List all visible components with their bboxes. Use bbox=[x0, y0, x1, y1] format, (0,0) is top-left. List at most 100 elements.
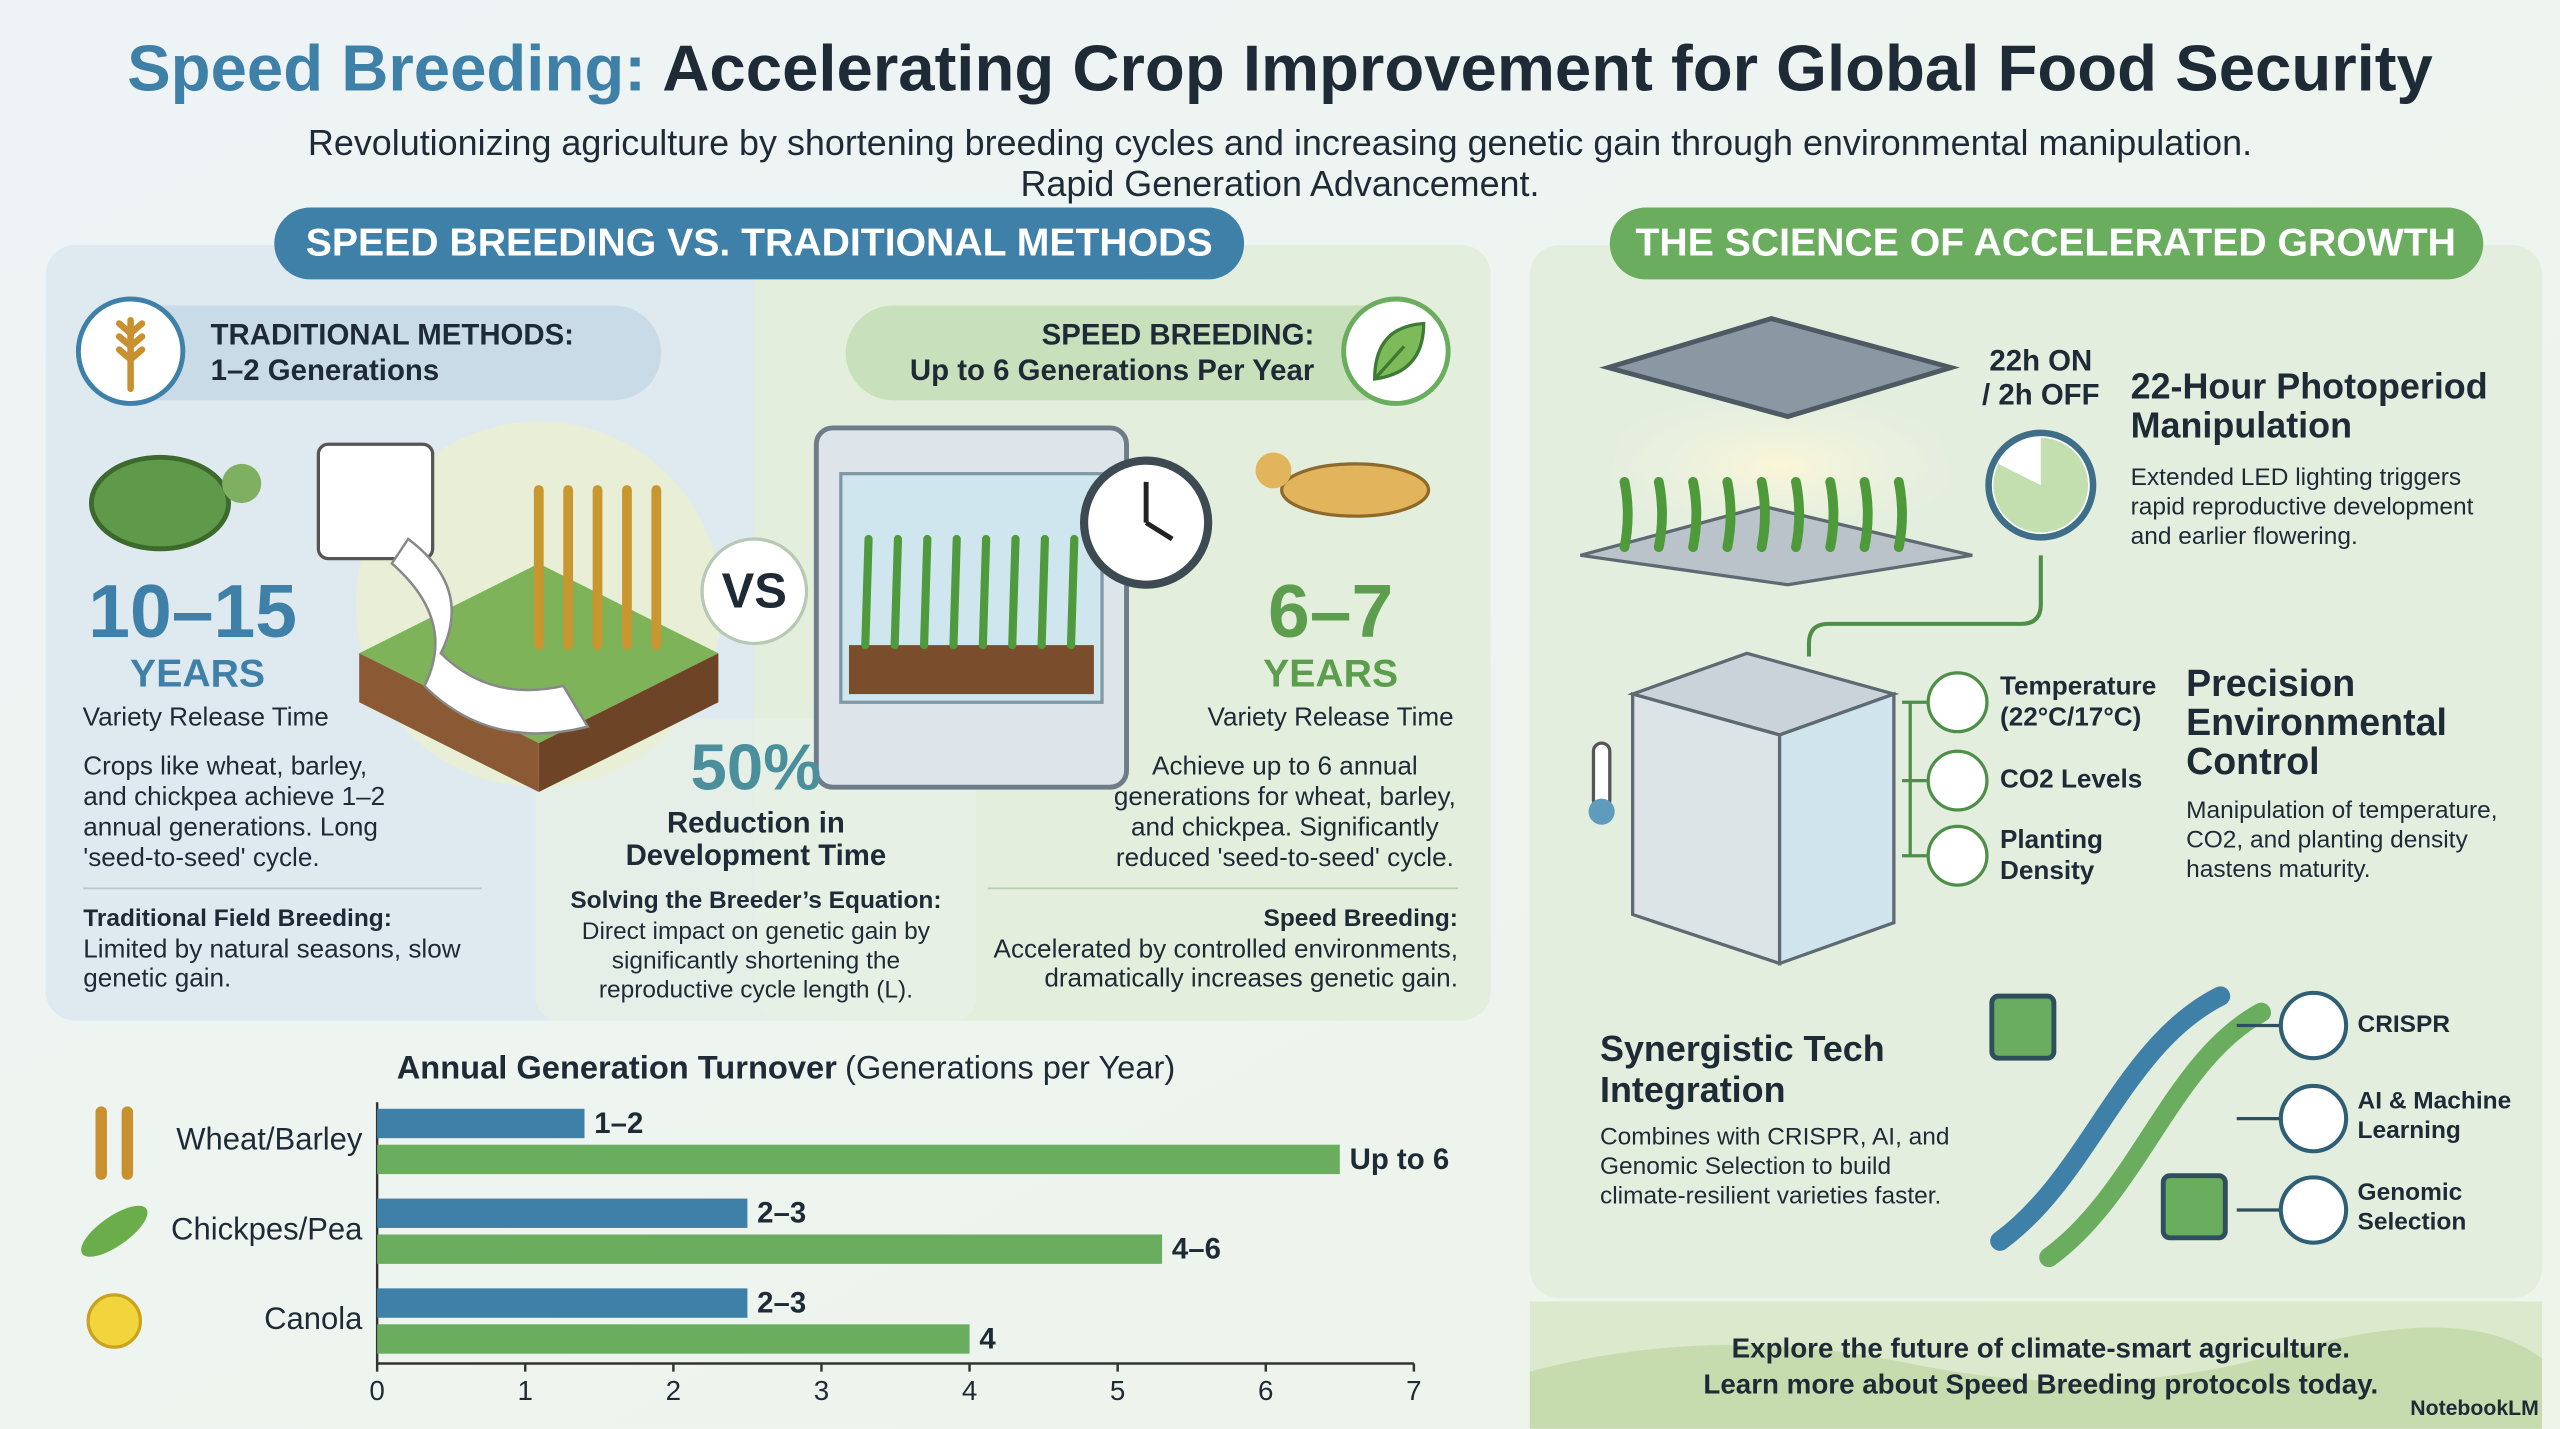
factor-icon bbox=[1926, 824, 1989, 887]
footer-text: Learn more about Speed Breeding protocol… bbox=[1703, 1369, 2378, 1400]
big-number: 10–15 bbox=[88, 569, 297, 653]
value-label: 1–2 bbox=[594, 1107, 643, 1140]
chip bbox=[2160, 1173, 2228, 1241]
feature-text: climate-resilient varieties faster. bbox=[1600, 1182, 1941, 1209]
tool-label: Genomic bbox=[2358, 1179, 2463, 1206]
bar bbox=[377, 1198, 748, 1228]
feature-text: Manipulation of temperature, bbox=[2186, 797, 2497, 824]
seedling bbox=[1008, 534, 1020, 650]
feature-text: hastens maturity. bbox=[2186, 856, 2370, 883]
tool-label: Learning bbox=[2358, 1117, 2461, 1144]
field-soil-right bbox=[538, 653, 719, 793]
badge bbox=[845, 305, 1450, 401]
category-label: Wheat/Barley bbox=[176, 1122, 363, 1157]
turtle-shell bbox=[88, 454, 232, 552]
subtitle: Rapid Generation Advancement. bbox=[1021, 163, 1540, 204]
seedling bbox=[978, 534, 991, 650]
turtle-head bbox=[222, 463, 262, 504]
factor-label: CO2 Levels bbox=[2000, 764, 2142, 794]
footer-hills bbox=[1529, 1327, 2543, 1429]
note-text: reproductive cycle length (L). bbox=[599, 977, 913, 1004]
thermometer-bulb bbox=[1588, 798, 1615, 825]
bar bbox=[377, 1144, 1340, 1175]
seedling bbox=[1825, 476, 1839, 553]
section-heading: THE SCIENCE OF ACCELERATED GROWTH bbox=[1635, 221, 2455, 264]
seedling bbox=[1722, 476, 1736, 553]
chart-title-unit: (Generations per Year) bbox=[845, 1048, 1175, 1085]
feature-title: Synergistic Tech bbox=[1600, 1028, 1885, 1069]
feature-text: rapid reproductive development bbox=[2131, 493, 2474, 520]
x-tick-label: 6 bbox=[1258, 1375, 1273, 1406]
calendar bbox=[316, 442, 435, 561]
dna-strand bbox=[1990, 986, 2231, 1251]
x-tick-label: 4 bbox=[962, 1375, 977, 1406]
body-text: 'seed-to-seed' cycle. bbox=[83, 842, 319, 872]
chart-title: Annual Generation Turnover (Generations p… bbox=[397, 1048, 1175, 1085]
middle-card bbox=[535, 718, 977, 1021]
feature-text: and earlier flowering. bbox=[2131, 523, 2358, 550]
footer-text: Explore the future of climate-smart agri… bbox=[1732, 1333, 2350, 1364]
factor-label: Density bbox=[2000, 855, 2095, 885]
feature-title: Integration bbox=[1600, 1069, 1786, 1110]
note-text: significantly shortening the bbox=[612, 947, 900, 974]
note-text: Accelerated by controlled environments, bbox=[994, 933, 1458, 963]
timer-text: / 2h OFF bbox=[1982, 379, 2100, 412]
brand: NotebookLM bbox=[2410, 1397, 2538, 1420]
bar bbox=[377, 1324, 970, 1354]
vs-circle bbox=[700, 537, 809, 646]
note-text: Limited by natural seasons, slow bbox=[83, 933, 460, 963]
big-number: 6–7 bbox=[1268, 569, 1393, 653]
chart-title-main: Annual Generation Turnover bbox=[397, 1048, 837, 1085]
factor-icon bbox=[1926, 749, 1989, 812]
x-tick-label: 0 bbox=[369, 1375, 384, 1406]
wheat-icon bbox=[95, 1106, 134, 1180]
feature-text: Extended LED lighting triggers bbox=[2131, 464, 2462, 491]
chamber-right bbox=[1777, 691, 1896, 966]
seedling bbox=[1756, 476, 1770, 553]
feature-title: Manipulation bbox=[2131, 404, 2352, 445]
dna-strand bbox=[2039, 1002, 2272, 1268]
connector bbox=[1806, 555, 2043, 657]
cheetah-head bbox=[1255, 452, 1292, 489]
x-tick-label: 7 bbox=[1406, 1375, 1421, 1406]
section-heading: SPEED BREEDING VS. TRADITIONAL METHODS bbox=[306, 221, 1213, 264]
tool-icon bbox=[2278, 1175, 2349, 1245]
flower-icon bbox=[86, 1293, 143, 1349]
big-label: Development Time bbox=[626, 839, 887, 872]
caption: Variety Release Time bbox=[83, 701, 329, 731]
body-text: and chickpea achieve 1–2 bbox=[83, 781, 385, 811]
clock-wedge bbox=[1993, 437, 2089, 533]
field-soil-left bbox=[359, 653, 539, 793]
seedling bbox=[1066, 534, 1079, 650]
note-text: dramatically increases genetic gain. bbox=[1044, 963, 1458, 993]
seedling bbox=[1037, 534, 1049, 650]
bracket bbox=[1902, 700, 1927, 858]
badge-text: Up to 6 Generations Per Year bbox=[910, 354, 1314, 387]
feature-title: Control bbox=[2186, 740, 2319, 782]
big-label: Reduction in bbox=[667, 806, 845, 839]
page-title: Speed Breeding: Accelerating Crop Improve… bbox=[127, 32, 2433, 105]
leaf-icon bbox=[1373, 321, 1426, 381]
cheetah bbox=[1280, 462, 1431, 518]
factor-label: (22°C/17°C) bbox=[2000, 701, 2141, 731]
badge-text: TRADITIONAL METHODS: bbox=[211, 318, 574, 351]
feature-text: Genomic Selection to build bbox=[1600, 1153, 1891, 1180]
subtitle: Revolutionizing agriculture by shortenin… bbox=[308, 122, 2252, 163]
value-label: 2–3 bbox=[757, 1197, 806, 1230]
feature-title: 22-Hour Photoperiod bbox=[2131, 365, 2488, 406]
title-rest: Accelerating Crop Improvement for Global… bbox=[662, 32, 2433, 105]
section-pill bbox=[274, 207, 1245, 280]
note-text: genetic gain. bbox=[83, 963, 231, 993]
led-light-glow bbox=[1591, 392, 1968, 539]
note-text: Direct impact on genetic gain by bbox=[582, 918, 931, 945]
tool-label: AI & Machine bbox=[2358, 1088, 2512, 1115]
body-text: Crops like wheat, barley, bbox=[83, 750, 367, 780]
note-title: Traditional Field Breeding: bbox=[83, 905, 392, 932]
scroll bbox=[390, 537, 590, 735]
x-tick-label: 3 bbox=[814, 1375, 829, 1406]
bar bbox=[377, 1288, 748, 1318]
tool-label: Selection bbox=[2358, 1209, 2467, 1236]
x-tick-label: 5 bbox=[1110, 1375, 1125, 1406]
